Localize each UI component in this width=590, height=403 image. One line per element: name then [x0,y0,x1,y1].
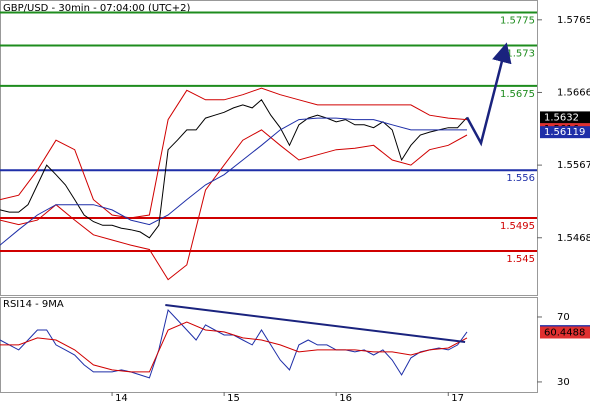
price-label: 1.5632 [544,112,579,123]
price-label: 60.4488 [544,327,585,338]
series-line [0,308,468,379]
series-line [0,87,468,219]
forecast-arrow [465,42,512,147]
y-tick-label: 1.5468 [557,233,590,244]
series-line [0,321,468,373]
price-label: 1.56119 [544,127,585,138]
y-tick-label: 1.5666 [557,87,590,98]
trend-line [165,304,466,343]
y-tick-label: 1.5567 [557,160,590,171]
series-line [0,117,467,246]
level-label: 1.556 [506,173,535,184]
level-label: 1.5495 [500,221,535,232]
rsi-title: RSI14 - 9MA [3,299,64,310]
x-tick-label: 14 [115,393,128,403]
level-label: 1.5675 [500,89,535,100]
series-line [0,129,468,281]
price-frame [0,0,538,296]
level-label: 1.545 [506,254,535,265]
y-tick-label: 70 [557,312,570,323]
y-tick-label: 1.5765 [557,15,590,26]
x-tick-label: 15 [227,393,240,403]
price-label-box [540,111,590,124]
x-tick-label: 16 [339,393,352,403]
x-tick-label: 17 [451,393,464,403]
price-label-box [540,326,590,339]
level-label: 1.573 [506,48,535,59]
level-label: 1.5775 [500,15,535,26]
price-label-box [540,126,590,139]
chart-title: GBP/USD - 30min - 07:04:00 (UTC+2) [3,3,190,14]
y-tick-label: 30 [557,377,570,388]
